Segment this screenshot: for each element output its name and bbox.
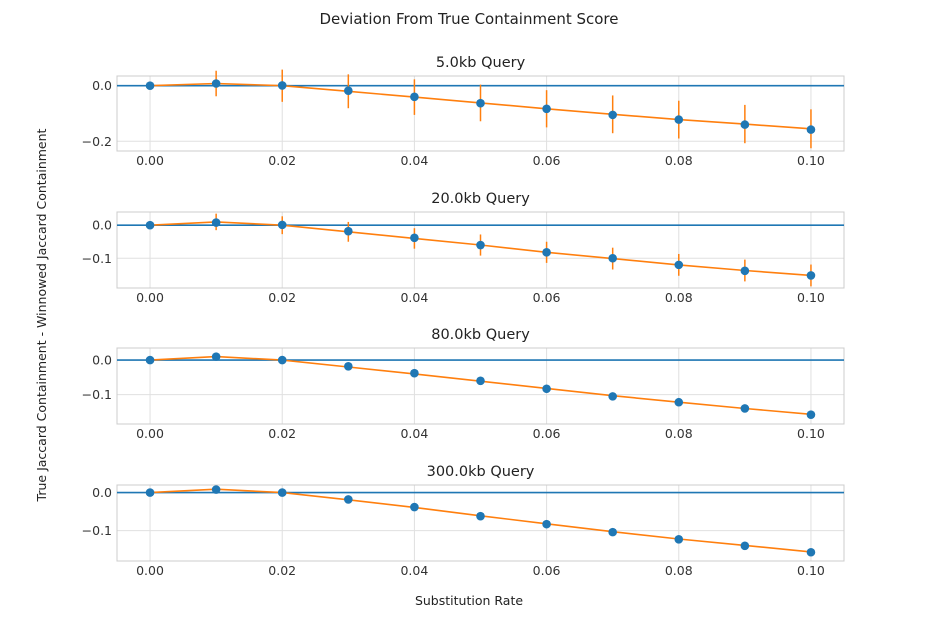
data-point bbox=[542, 519, 551, 529]
data-point bbox=[211, 218, 221, 227]
x-tick-label: 0.00 bbox=[136, 563, 164, 578]
data-point bbox=[145, 488, 155, 497]
data-point bbox=[740, 266, 750, 276]
subplot-title: 80.0kb Query bbox=[431, 327, 530, 343]
data-point bbox=[542, 248, 551, 257]
data-point bbox=[542, 384, 551, 394]
y-tick-label: −0.2 bbox=[82, 134, 112, 149]
y-tick-label: 0.0 bbox=[92, 218, 112, 233]
x-tick-label: 0.00 bbox=[136, 153, 164, 168]
axes-frame bbox=[116, 211, 845, 289]
data-point bbox=[410, 502, 419, 512]
x-tick-label: 0.10 bbox=[797, 563, 825, 578]
data-point bbox=[344, 495, 353, 504]
data-point bbox=[806, 410, 816, 419]
x-tick-label: 0.00 bbox=[136, 426, 164, 441]
x-tick-label: 0.04 bbox=[400, 153, 428, 168]
data-point bbox=[542, 104, 551, 114]
data-point bbox=[476, 240, 485, 250]
x-axis-label: Substitution Rate bbox=[415, 593, 523, 608]
data-point bbox=[674, 260, 684, 270]
data-point bbox=[674, 397, 684, 407]
data-point bbox=[145, 220, 155, 230]
data-point bbox=[806, 271, 816, 280]
data-point bbox=[211, 352, 221, 361]
data-point bbox=[344, 86, 353, 96]
data-point bbox=[806, 547, 816, 557]
series-line bbox=[149, 355, 812, 416]
data-point bbox=[344, 226, 353, 236]
data-point bbox=[608, 392, 617, 401]
subplot-title: 5.0kb Query bbox=[436, 55, 526, 71]
x-tick-label: 0.02 bbox=[268, 290, 296, 305]
data-point bbox=[740, 541, 750, 551]
data-point bbox=[344, 362, 353, 371]
data-point bbox=[476, 511, 485, 521]
y-tick-label: −0.1 bbox=[82, 251, 112, 266]
x-tick-label: 0.08 bbox=[665, 290, 693, 305]
x-tick-label: 0.06 bbox=[533, 153, 561, 168]
data-point bbox=[608, 527, 617, 537]
x-tick-label: 0.04 bbox=[400, 290, 428, 305]
data-point bbox=[608, 253, 617, 263]
x-tick-label: 0.02 bbox=[268, 563, 296, 578]
x-tick-label: 0.08 bbox=[665, 153, 693, 168]
x-tick-label: 0.10 bbox=[797, 426, 825, 441]
data-point bbox=[145, 81, 155, 91]
x-tick-label: 0.10 bbox=[797, 153, 825, 168]
subplot-2: 20.0kb Query 0.00 0.02 0.04 0.06 0.08 0.10 0.0 −… bbox=[82, 191, 845, 305]
y-axis-label: True Jaccard Containment - Winnowed Jacc… bbox=[34, 128, 49, 502]
x-tick-label: 0.04 bbox=[400, 426, 428, 441]
data-point bbox=[674, 535, 684, 544]
subplots: 5.0kb Query 0.00 0.02 0.04 0.06 0.08 0.10 0.0 −0… bbox=[82, 55, 845, 578]
x-tick-label: 0.08 bbox=[665, 563, 693, 578]
data-point bbox=[410, 368, 419, 378]
data-point bbox=[277, 220, 287, 230]
data-point bbox=[410, 233, 419, 243]
x-tick-label: 0.02 bbox=[268, 426, 296, 441]
data-point bbox=[277, 81, 287, 90]
subplot-title: 300.0kb Query bbox=[427, 464, 535, 480]
data-point bbox=[277, 355, 287, 365]
axes-frame bbox=[116, 75, 845, 152]
x-tick-label: 0.00 bbox=[136, 290, 164, 305]
x-tick-label: 0.08 bbox=[665, 426, 693, 441]
y-tick-label: −0.1 bbox=[82, 387, 112, 402]
data-point bbox=[211, 485, 221, 494]
data-point bbox=[608, 110, 617, 120]
axes-frame bbox=[116, 484, 845, 562]
series-line bbox=[149, 488, 812, 553]
data-point bbox=[145, 355, 155, 365]
data-point bbox=[410, 92, 419, 102]
data-point bbox=[740, 120, 750, 129]
x-tick-label: 0.02 bbox=[268, 153, 296, 168]
data-point bbox=[674, 115, 684, 124]
x-tick-label: 0.06 bbox=[533, 290, 561, 305]
y-tick-label: −0.1 bbox=[82, 523, 112, 538]
axes-frame bbox=[116, 347, 845, 425]
subplot-3: 80.0kb Query 0.00 0.02 0.04 0.06 0.08 0.10 0.0 −… bbox=[82, 327, 845, 441]
chart-title: Deviation From True Containment Score bbox=[320, 10, 619, 28]
x-tick-label: 0.06 bbox=[533, 426, 561, 441]
data-point bbox=[476, 98, 485, 108]
data-point bbox=[740, 404, 750, 413]
data-point bbox=[806, 125, 816, 134]
x-tick-label: 0.10 bbox=[797, 290, 825, 305]
x-tick-label: 0.06 bbox=[533, 563, 561, 578]
data-point bbox=[476, 376, 485, 386]
subplot-1: 5.0kb Query 0.00 0.02 0.04 0.06 0.08 0.10 0.0 −0… bbox=[82, 55, 845, 168]
subplot-title: 20.0kb Query bbox=[431, 191, 530, 207]
y-tick-label: 0.0 bbox=[92, 78, 112, 93]
data-point bbox=[211, 79, 221, 88]
x-tick-label: 0.04 bbox=[400, 563, 428, 578]
y-tick-label: 0.0 bbox=[92, 485, 112, 500]
subplot-4: 300.0kb Query 0.00 0.02 0.04 0.06 0.08 0.10 0.0… bbox=[82, 464, 845, 578]
y-tick-label: 0.0 bbox=[92, 353, 112, 368]
data-point bbox=[277, 488, 287, 497]
